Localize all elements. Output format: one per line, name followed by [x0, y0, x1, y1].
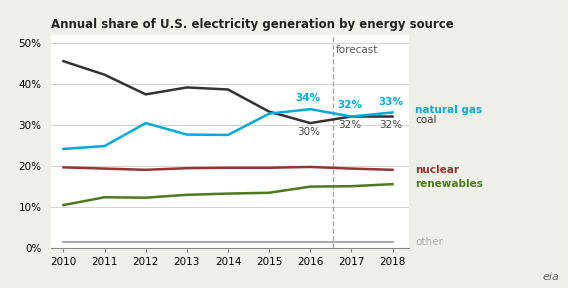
Text: 34%: 34% — [295, 93, 321, 103]
Text: coal: coal — [415, 115, 437, 125]
Text: 32%: 32% — [379, 120, 402, 130]
Text: natural gas: natural gas — [415, 105, 482, 115]
Text: Annual share of U.S. electricity generation by energy source: Annual share of U.S. electricity generat… — [51, 18, 454, 31]
Text: 30%: 30% — [296, 126, 320, 137]
Text: other: other — [415, 236, 443, 247]
Text: forecast: forecast — [336, 45, 378, 55]
Text: eia: eia — [542, 272, 559, 282]
Text: 32%: 32% — [338, 120, 361, 130]
Text: renewables: renewables — [415, 179, 483, 189]
Text: nuclear: nuclear — [415, 165, 459, 175]
Text: 32%: 32% — [337, 100, 362, 110]
Text: 33%: 33% — [378, 97, 403, 107]
